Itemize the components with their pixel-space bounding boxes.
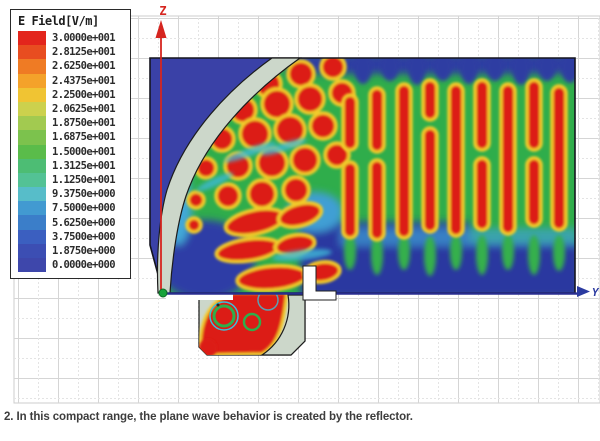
legend-value: 2.2500e+001 [52,88,116,101]
legend-value: 9.3750e+000 [52,188,116,201]
legend-row: 1.8750e+001 [18,116,130,131]
legend-swatch [18,73,46,88]
legend-swatch [18,243,46,258]
legend-swatch [18,229,46,244]
legend-row: 3.7500e+000 [18,229,130,244]
floor-slot [166,294,233,300]
legend-value: 2.4375e+001 [52,74,116,87]
legend-value: 1.1250e+001 [52,173,116,186]
legend-swatch [18,187,46,202]
legend-swatch [18,130,46,145]
legend-row: 1.8750e+000 [18,243,130,258]
legend-swatch [18,158,46,173]
origin-marker [158,288,168,298]
legend-value: 2.0625e+001 [52,103,116,116]
legend-value: 3.0000e+001 [52,32,116,45]
legend-value: 2.6250e+001 [52,60,116,73]
legend-row: 2.2500e+001 [18,87,130,102]
legend-row: 2.4375e+001 [18,73,130,88]
legend-rows: 3.0000e+001 2.8125e+001 2.6250e+001 2.4375e… [18,31,130,273]
legend-value: 7.5000e+000 [52,202,116,215]
legend-swatch [18,101,46,117]
baffle [302,265,337,301]
legend-row: 7.5000e+000 [18,201,130,216]
legend-row: 1.1250e+001 [18,172,130,188]
legend-row: 2.6250e+001 [18,59,130,74]
y-axis: Y [577,286,600,299]
legend-value: 1.8750e+000 [52,244,116,257]
legend-row: 3.0000e+001 [18,31,130,46]
legend-value: 3.7500e+000 [52,230,116,243]
legend-value: 5.6250e+000 [52,216,116,229]
legend-value: 0.0000e+000 [52,259,116,272]
legend-title: E Field[V/m] [18,14,99,28]
legend-swatch [18,87,46,102]
legend-value: 1.8750e+001 [52,117,116,130]
legend-value: 1.6875e+001 [52,131,116,144]
legend-swatch [18,116,46,131]
shadow-region [150,58,272,293]
legend-row: 1.3125e+001 [18,158,130,173]
legend-swatch [18,31,46,46]
legend-swatch [18,172,46,188]
legend-row: 2.0625e+001 [18,101,130,117]
z-axis-label: Z [159,4,166,18]
y-axis-label: Y [592,286,600,299]
legend-value: 1.3125e+001 [52,159,116,172]
legend-swatch [18,59,46,74]
legend-row: 2.8125e+001 [18,45,130,60]
legend-swatch [18,144,46,159]
legend-row: 0.0000e+000 [18,258,130,273]
feed-block [260,294,306,356]
legend-value: 1.5000e+001 [52,145,116,158]
z-axis: Z [155,4,167,293]
legend-swatch [18,45,46,60]
legend-row: 5.6250e+000 [18,215,130,230]
field-region [150,58,575,293]
legend-row: 1.6875e+001 [18,130,130,145]
legend-swatch [18,258,46,273]
legend-swatch [18,201,46,216]
figure-caption: 2. In this compact range, the plane wave… [4,411,413,423]
legend-value: 2.8125e+001 [52,46,116,59]
feed-horn [198,293,306,356]
legend-row: 1.5000e+001 [18,144,130,159]
legend-row: 9.3750e+000 [18,187,130,202]
legend-swatch [18,215,46,230]
colorbar-legend: E Field[V/m] 3.0000e+001 2.8125e+001 2.625… [10,9,131,279]
